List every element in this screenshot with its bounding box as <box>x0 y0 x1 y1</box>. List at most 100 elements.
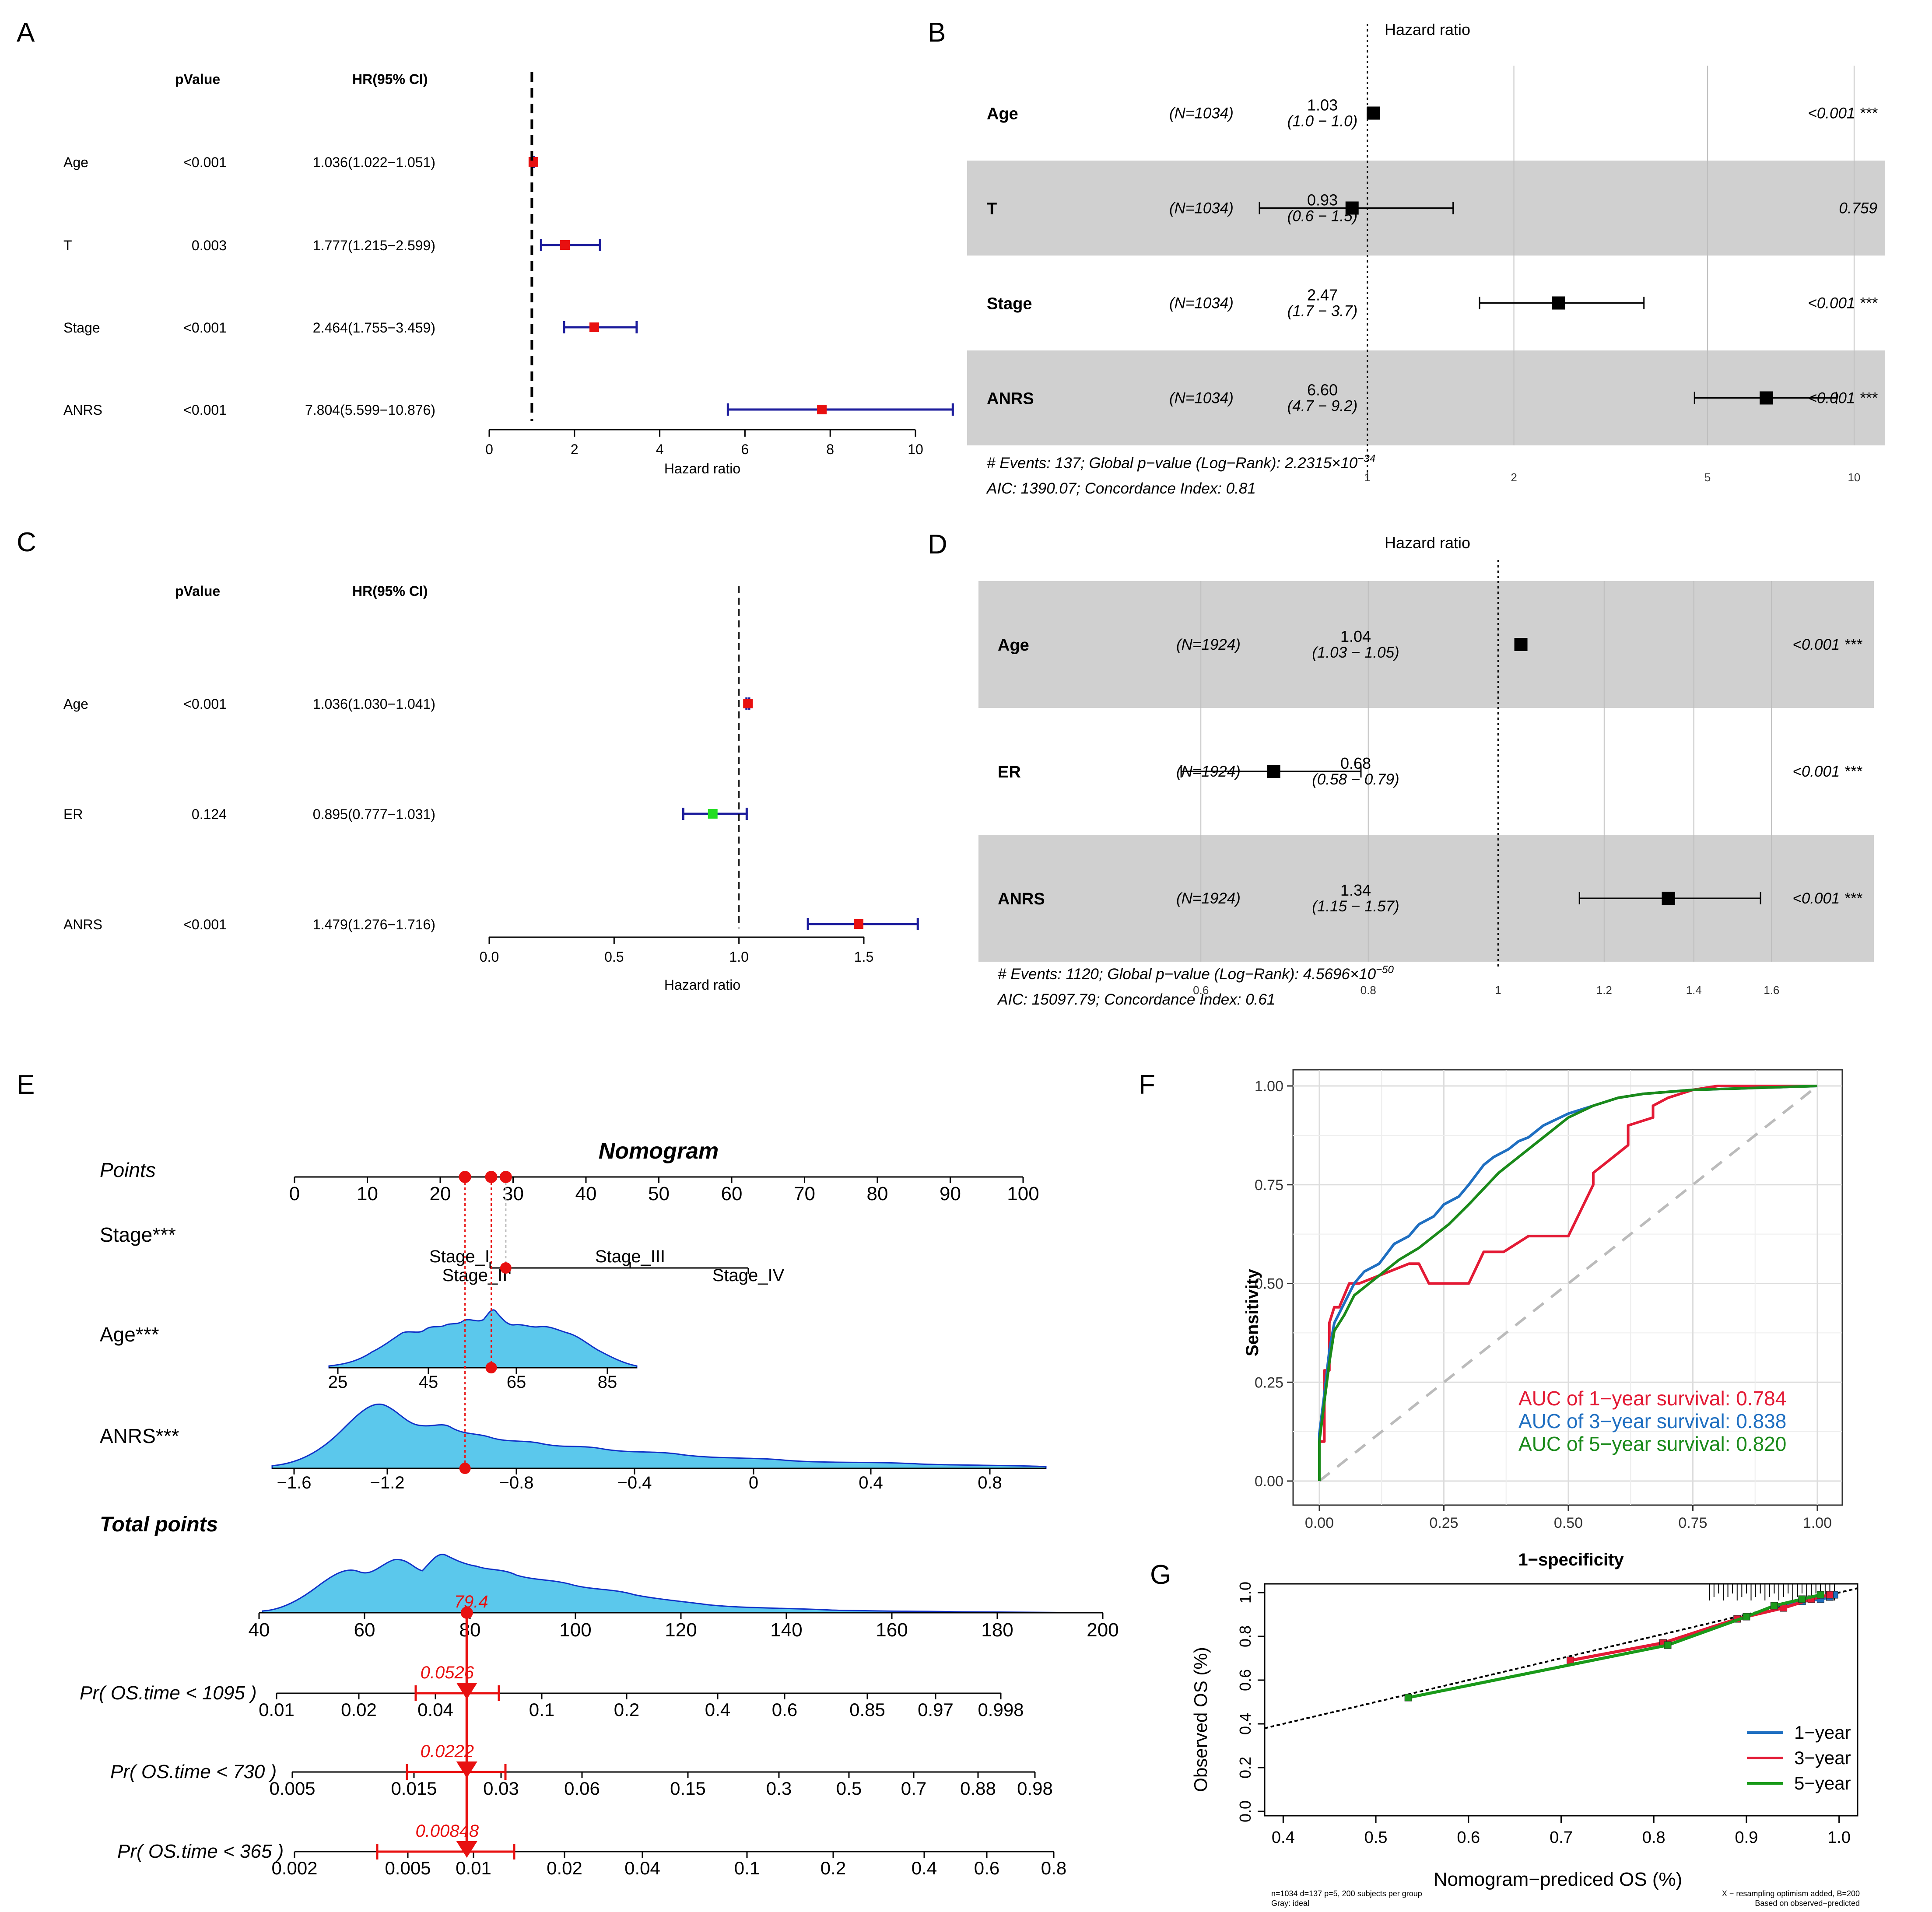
pr-tick-label: 0.98 <box>1017 1778 1053 1799</box>
footer-events-d: # Events: 1120; Global p−value (Log−Rank… <box>998 964 1394 983</box>
x-tick-label: 0.4 <box>1272 1828 1295 1847</box>
pr-label: Pr( OS.time < 1095 ) <box>80 1682 257 1704</box>
row-hr-age: 1.036(1.030−1.041) <box>313 696 435 712</box>
x-tick-label: 1.2 <box>1596 984 1612 997</box>
x-tick-label: 1.6 <box>1764 984 1779 997</box>
x-tick-label: 1.00 <box>1803 1515 1832 1531</box>
y-tick-label: 0.6 <box>1236 1669 1254 1691</box>
panel-a: A pValue HR(95% CI) Age <0.001 1.036(1.022… <box>17 18 954 476</box>
forest-plot-a: 0 2 4 6 8 10 <box>485 72 954 457</box>
points-tick-label: 10 <box>357 1183 378 1205</box>
age-tick-label: 65 <box>507 1373 526 1392</box>
pr-tick-label: 0.005 <box>385 1858 431 1878</box>
anrs-tick-label: −0.4 <box>617 1473 652 1492</box>
nomogram-axes: 0 10 20 30 40 50 60 70 80 90 100Stage_IStage_IISta… <box>80 1176 1119 1878</box>
pr-label: Pr( OS.time < 365 ) <box>117 1841 284 1862</box>
pr-tick-label: 0.06 <box>564 1778 600 1799</box>
total-points-tick-label: 40 <box>249 1619 270 1641</box>
row-pvalue-er: 0.124 <box>192 806 227 822</box>
stage-label: Stage*** <box>100 1223 176 1246</box>
x-tick-label: 8 <box>826 441 834 457</box>
hr-marker-anrs <box>817 405 827 414</box>
age-density <box>328 1309 638 1369</box>
anrs-tick-label: −1.2 <box>370 1473 405 1492</box>
row-hr-t: 1.777(1.215−2.599) <box>313 238 435 253</box>
anrs-tick-label: −0.8 <box>499 1473 534 1492</box>
points-tick-label: 60 <box>721 1183 743 1205</box>
y-axis-label-f: Sensitivity <box>1243 1268 1262 1356</box>
x-axis-label-f: 1−specificity <box>1518 1550 1624 1569</box>
anrs-density <box>271 1403 1047 1469</box>
note-right-2: Based on observed−predicted <box>1755 1899 1860 1908</box>
x-axis-label-a: Hazard ratio <box>664 461 740 476</box>
row-label-anrs: ANRS <box>63 402 102 418</box>
pr-tick-label: 0.02 <box>341 1699 377 1720</box>
row-n-stage: (N=1034) <box>1169 295 1234 312</box>
row-ci-anrs: (1.15 − 1.57) <box>1312 898 1399 915</box>
panel-b: B Hazard ratio Age (N=1034) 1.03(1.0 − 1.0… <box>928 18 1885 497</box>
total-points-density <box>262 1554 1103 1614</box>
x-tick-label: 0.8 <box>1360 984 1376 997</box>
row-hr-anrs: 1.479(1.276−1.716) <box>313 917 435 932</box>
anrs-points-dot <box>459 1171 471 1183</box>
row-pvalue-anrs: <0.001 <box>183 917 227 932</box>
hr-marker-anrs <box>1662 892 1675 905</box>
forest-plot-b: Age (N=1034) 1.03(1.0 − 1.0) <0.001 *** T (N=… <box>967 24 1885 484</box>
row-ci-er: (0.58 − 0.79) <box>1312 771 1399 788</box>
points-label: Points <box>100 1159 156 1181</box>
row-pvalue-age: <0.001 <box>183 696 227 712</box>
roc-curve-5-year <box>1318 1085 1818 1481</box>
pr-tick-label: 0.04 <box>624 1858 660 1878</box>
calibration-point <box>1826 1591 1834 1599</box>
row-p-age: <0.001 *** <box>1792 636 1862 653</box>
pr-value: 0.0222 <box>421 1742 474 1761</box>
total-points-tick-label: 160 <box>876 1619 908 1641</box>
stage-level-label: Stage_I <box>429 1247 490 1266</box>
age-label: Age*** <box>100 1323 159 1346</box>
x-tick-label: 1 <box>1364 471 1371 484</box>
x-tick-label: 2 <box>1511 471 1517 484</box>
pr-tick-label: 0.005 <box>269 1778 315 1799</box>
row-label-age: Age <box>63 154 88 170</box>
row-label-age: Age <box>998 636 1029 655</box>
row-p-anrs: <0.001 *** <box>1792 890 1862 907</box>
column-header-pvalue: pValue <box>175 583 220 599</box>
pr-label: Pr( OS.time < 730 ) <box>110 1761 277 1782</box>
row-label-age: Age <box>987 105 1018 123</box>
x-tick-label: 0.50 <box>1554 1515 1583 1531</box>
legend-label-2: 3−year <box>1794 1747 1851 1768</box>
row-hr-anrs: 6.60 <box>1307 381 1338 399</box>
row-p-t: 0.759 <box>1839 200 1877 217</box>
x-tick-label: 0.6 <box>1193 984 1209 997</box>
row-label-anrs: ANRS <box>987 390 1034 408</box>
stage-value-dot <box>500 1262 512 1274</box>
row-hr-er: 0.895(0.777−1.031) <box>313 806 435 822</box>
pr-tick-label: 0.015 <box>391 1778 437 1799</box>
stage-level-label: Stage_III <box>595 1247 665 1266</box>
x-tick-label: 5 <box>1704 471 1711 484</box>
footer-events-b: # Events: 137; Global p−value (Log−Rank)… <box>987 453 1375 472</box>
hr-marker-anrs <box>854 919 864 929</box>
anrs-tick-label: 0.4 <box>859 1473 883 1492</box>
row-band-age <box>978 581 1874 708</box>
x-tick-label: 1.4 <box>1686 984 1702 997</box>
roc-plot: 0.00 0.00 0.25 0.25 0.50 0.50 0.75 0.75 1.00 1.00… <box>1255 1069 1843 1531</box>
row-pvalue-stage: <0.001 <box>183 320 227 336</box>
legend-label-1: 1−year <box>1794 1722 1851 1743</box>
footer-aic-b: AIC: 1390.07; Concordance Index: 0.81 <box>986 480 1256 497</box>
anrs-tick-label: 0.8 <box>978 1473 1002 1492</box>
row-p-er: <0.001 *** <box>1792 763 1862 780</box>
pr-tick-label: 0.002 <box>271 1858 317 1878</box>
calibration-point <box>1404 1694 1412 1702</box>
x-tick-label: 0.7 <box>1550 1828 1573 1847</box>
calibration-plot: 0.4 0.5 0.6 0.7 0.8 0.9 1.0 0.0 0.2 0.4 0.6 0.8 1.0 1… <box>1236 1582 1858 1847</box>
plot-frame <box>1264 1583 1858 1817</box>
pr-tick-label: 0.01 <box>259 1699 295 1720</box>
row-label-stage: Stage <box>63 320 100 336</box>
y-axis-label-g: Observed OS (%) <box>1190 1647 1211 1792</box>
x-tick-label: 1 <box>1495 984 1501 997</box>
pr-tick-label: 0.6 <box>772 1699 797 1720</box>
total-points-tick-label: 80 <box>459 1619 481 1641</box>
pr-tick-label: 0.3 <box>766 1778 792 1799</box>
